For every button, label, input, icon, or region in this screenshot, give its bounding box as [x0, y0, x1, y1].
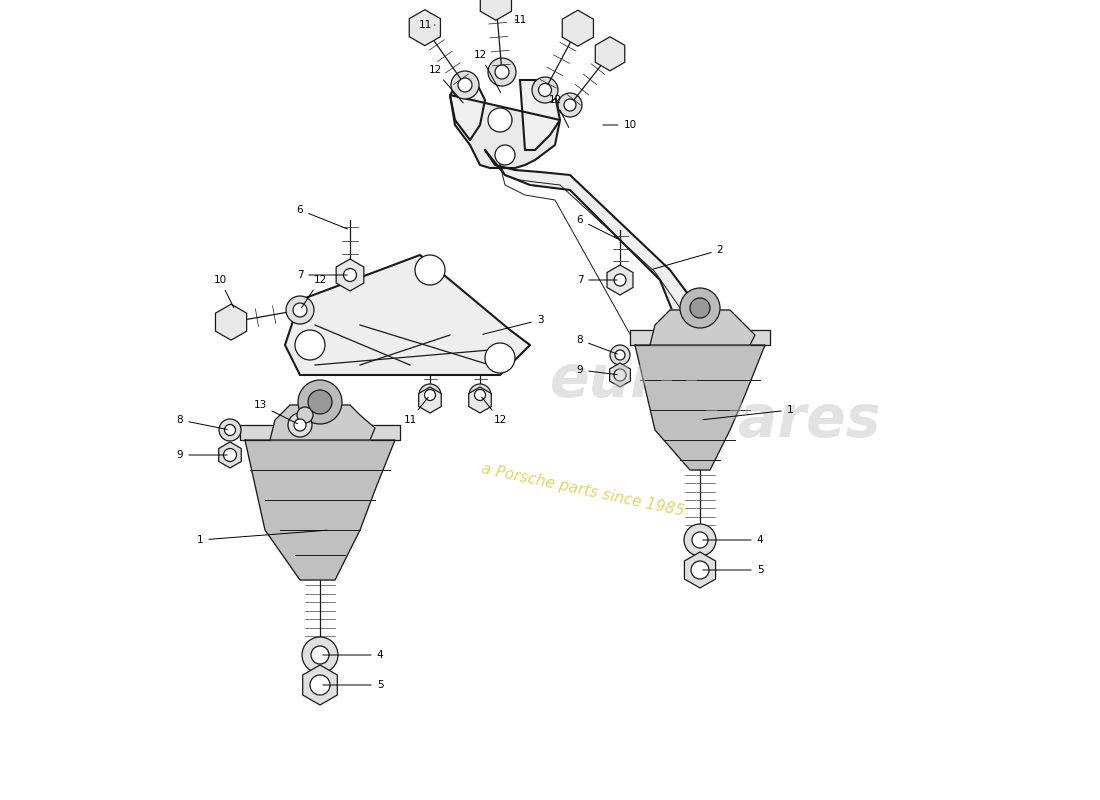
- Circle shape: [495, 145, 515, 165]
- Polygon shape: [409, 10, 440, 46]
- Circle shape: [495, 65, 509, 79]
- Text: 5: 5: [703, 565, 763, 575]
- Text: 10: 10: [603, 120, 637, 130]
- Polygon shape: [285, 255, 530, 375]
- Polygon shape: [240, 425, 400, 440]
- Circle shape: [294, 419, 306, 431]
- Text: 7: 7: [576, 275, 617, 285]
- Polygon shape: [450, 80, 485, 140]
- Circle shape: [458, 78, 472, 92]
- Circle shape: [474, 390, 485, 401]
- Circle shape: [295, 330, 324, 360]
- Circle shape: [692, 532, 708, 548]
- Polygon shape: [609, 363, 630, 387]
- Text: 6: 6: [297, 205, 348, 229]
- Circle shape: [690, 298, 710, 318]
- Circle shape: [224, 425, 235, 435]
- Polygon shape: [684, 552, 716, 588]
- Circle shape: [684, 524, 716, 556]
- Polygon shape: [630, 330, 770, 345]
- Text: 6: 6: [576, 215, 617, 238]
- Circle shape: [311, 646, 329, 664]
- Polygon shape: [450, 95, 560, 168]
- Circle shape: [615, 350, 625, 360]
- Text: 2: 2: [652, 245, 724, 270]
- Circle shape: [485, 343, 515, 373]
- Text: 13: 13: [253, 400, 297, 424]
- Text: 1: 1: [197, 530, 327, 545]
- Circle shape: [293, 303, 307, 317]
- Circle shape: [308, 390, 332, 414]
- Text: 8: 8: [576, 335, 617, 354]
- Text: 1: 1: [703, 405, 793, 420]
- Text: 5: 5: [322, 680, 383, 690]
- Text: 12: 12: [301, 275, 327, 308]
- Text: 4: 4: [322, 650, 383, 660]
- Circle shape: [310, 675, 330, 695]
- Text: 7: 7: [297, 270, 348, 280]
- Circle shape: [223, 449, 236, 462]
- Circle shape: [614, 369, 626, 381]
- Text: Pares: Pares: [700, 391, 881, 449]
- Polygon shape: [469, 387, 492, 413]
- Text: euro: euro: [550, 351, 700, 409]
- Polygon shape: [337, 259, 364, 291]
- Polygon shape: [245, 440, 395, 580]
- Text: a Porsche parts since 1985: a Porsche parts since 1985: [480, 461, 685, 519]
- Circle shape: [343, 269, 356, 282]
- Polygon shape: [419, 387, 441, 413]
- Circle shape: [608, 268, 632, 292]
- Text: 9: 9: [576, 365, 617, 375]
- Polygon shape: [485, 150, 735, 390]
- Circle shape: [219, 419, 241, 441]
- Text: 11: 11: [404, 397, 428, 425]
- Circle shape: [564, 99, 576, 111]
- Circle shape: [610, 345, 630, 365]
- Polygon shape: [302, 665, 338, 705]
- Polygon shape: [216, 304, 246, 340]
- Circle shape: [297, 407, 313, 423]
- Text: 12: 12: [482, 397, 507, 425]
- Circle shape: [451, 71, 478, 99]
- Text: 8: 8: [177, 415, 228, 430]
- Circle shape: [415, 255, 446, 285]
- Text: 11: 11: [514, 15, 527, 25]
- Polygon shape: [270, 405, 375, 440]
- Polygon shape: [635, 345, 764, 470]
- Polygon shape: [219, 442, 241, 468]
- Circle shape: [425, 390, 436, 401]
- Circle shape: [558, 93, 582, 117]
- Text: 12: 12: [549, 95, 569, 127]
- Circle shape: [539, 83, 551, 97]
- Text: 10: 10: [213, 275, 234, 307]
- Circle shape: [680, 288, 720, 328]
- Polygon shape: [520, 80, 560, 150]
- Circle shape: [488, 108, 512, 132]
- Text: 12: 12: [428, 65, 463, 103]
- Circle shape: [286, 296, 313, 324]
- Circle shape: [488, 58, 516, 86]
- Text: 11: 11: [418, 20, 434, 30]
- Polygon shape: [562, 10, 594, 46]
- Polygon shape: [595, 37, 625, 70]
- Circle shape: [419, 384, 441, 406]
- Text: 12: 12: [473, 50, 500, 93]
- Circle shape: [298, 380, 342, 424]
- Circle shape: [337, 262, 363, 288]
- Polygon shape: [650, 310, 755, 345]
- Polygon shape: [607, 265, 632, 295]
- Circle shape: [288, 413, 312, 437]
- Circle shape: [614, 274, 626, 286]
- Circle shape: [532, 77, 558, 103]
- Circle shape: [302, 637, 338, 673]
- Text: 9: 9: [177, 450, 228, 460]
- Circle shape: [469, 384, 491, 406]
- Polygon shape: [481, 0, 512, 20]
- Circle shape: [691, 561, 710, 579]
- Text: 3: 3: [483, 315, 543, 334]
- Text: 4: 4: [703, 535, 763, 545]
